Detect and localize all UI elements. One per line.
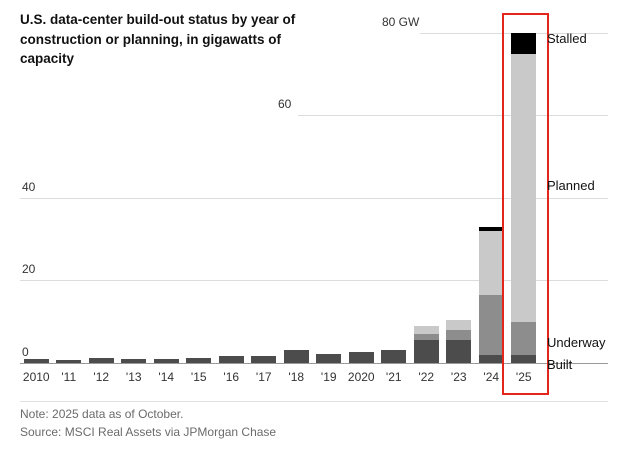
series-label-underway: Underway (547, 335, 606, 350)
bar-segment-underway-24 (478, 294, 504, 355)
x-axis-baseline (20, 363, 608, 364)
gridline-20 (20, 280, 608, 281)
bar-segment-built-13 (121, 358, 147, 363)
x-tick-label-21: '21 (385, 370, 402, 384)
chart-title: U.S. data-center build-out status by yea… (20, 12, 296, 67)
bar-segment-built-15 (186, 357, 212, 363)
y-tick-label-20: 20 (22, 262, 36, 276)
bar-segment-stalled-25 (511, 33, 537, 54)
x-tick-label-2020: 2020 (347, 370, 375, 384)
source-text: Source: MSCI Real Assets via JPMorgan Ch… (20, 425, 277, 439)
bar-segment-planned-24 (478, 231, 504, 295)
bar-segment-built-18 (283, 349, 309, 363)
bar-segment-built-23 (446, 340, 472, 363)
x-tick-label-22: '22 (418, 370, 435, 384)
series-label-built: Built (547, 357, 573, 372)
series-label-planned: Planned (547, 178, 595, 193)
bar-segment-built-2020 (348, 351, 374, 363)
x-tick-label-18: '18 (288, 370, 305, 384)
x-tick-label-11: '11 (61, 370, 77, 384)
bar-segment-built-19 (316, 353, 342, 363)
x-tick-label-25: '25 (515, 370, 532, 384)
bar-segment-underway-23 (446, 330, 472, 341)
plot-area: 80 GW 60 40 20 0 2010 '11 '12 '13 '14 '15 '16 '… (20, 13, 608, 395)
bar-segment-underway-25 (511, 321, 537, 355)
bar-segment-built-25 (511, 354, 537, 363)
bar-segment-built-24 (478, 354, 504, 363)
y-tick-label-60: 60 (278, 97, 292, 111)
x-tick-label-16: '16 (223, 370, 240, 384)
bar-segment-built-22 (413, 340, 439, 363)
bar-segment-built-11 (56, 359, 82, 363)
x-tick-label-15: '15 (190, 370, 207, 384)
bar-segment-built-17 (251, 355, 277, 363)
y-tick-label-0: 0 (22, 345, 29, 359)
x-tick-label-24: '24 (483, 370, 500, 384)
bar-segment-planned-25 (511, 53, 537, 322)
bar-segment-built-21 (381, 349, 407, 363)
bar-segment-built-12 (88, 358, 114, 363)
x-tick-label-17: '17 (255, 370, 272, 384)
x-tick-label-2010: 2010 (22, 370, 50, 384)
x-tick-label-23: '23 (450, 370, 467, 384)
x-tick-label-19: '19 (320, 370, 337, 384)
footer-divider (20, 401, 608, 402)
y-tick-label-80: 80 GW (382, 15, 420, 29)
bar-segment-built-16 (218, 355, 244, 363)
series-label-stalled: Stalled (547, 31, 587, 46)
bar-segment-underway-22 (413, 334, 439, 341)
x-tick-label-13: '13 (125, 370, 142, 384)
bar-segment-built-14 (153, 358, 179, 363)
note-text: Note: 2025 data as of October. (20, 407, 184, 421)
bar-segment-built-2010 (23, 358, 49, 363)
x-tick-label-12: '12 (93, 370, 110, 384)
bar-segment-planned-23 (446, 319, 472, 330)
gridline-60 (298, 115, 608, 116)
gridline-40 (20, 198, 608, 199)
bar-segment-planned-22 (413, 325, 439, 335)
y-tick-label-40: 40 (22, 180, 36, 194)
bar-segment-stalled-24 (478, 226, 504, 231)
x-tick-label-14: '14 (158, 370, 175, 384)
